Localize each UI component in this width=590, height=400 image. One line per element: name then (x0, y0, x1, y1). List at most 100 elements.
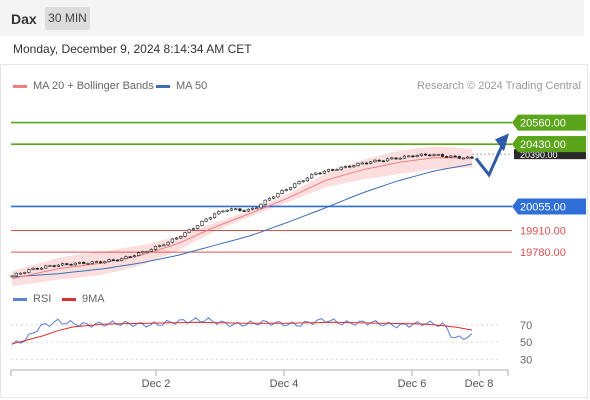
candle (18, 272, 23, 275)
x-tick-label: Dec 6 (398, 378, 427, 390)
candle (250, 207, 255, 210)
candle (166, 241, 170, 246)
x-tick-label: Dec 4 (270, 378, 299, 390)
candle (31, 267, 35, 270)
candle (445, 156, 449, 158)
candle (23, 272, 27, 274)
legend-ma50-label: MA 50 (176, 80, 208, 92)
candle (263, 199, 267, 205)
candle (158, 245, 162, 247)
candle (436, 154, 440, 156)
candle (288, 187, 293, 190)
level-label: 19780.00 (520, 247, 566, 259)
rsi-tick-label: 50 (520, 337, 532, 349)
candle (301, 180, 305, 183)
level-tag (512, 114, 586, 131)
candle (449, 155, 453, 158)
candle (86, 263, 90, 265)
candle (390, 157, 394, 160)
candle (457, 156, 461, 159)
candle (56, 264, 61, 267)
candle (411, 155, 415, 158)
candle (44, 265, 48, 269)
candle (440, 154, 445, 157)
candle (162, 244, 166, 247)
credit-text: Research © 2024 Trading Central (416, 80, 581, 92)
candle (35, 267, 39, 270)
candle (339, 166, 343, 170)
candle (423, 153, 428, 156)
candle (369, 161, 373, 164)
rsi-ma-line (11, 321, 473, 345)
candle (221, 210, 225, 213)
candle (94, 261, 99, 264)
candle (373, 159, 377, 163)
candle (137, 252, 141, 256)
candle (82, 262, 86, 264)
chart-panel (0, 64, 588, 398)
candle (284, 189, 288, 191)
candle (124, 256, 128, 259)
candle (217, 211, 221, 215)
candle (187, 229, 191, 233)
candle (77, 262, 82, 264)
candle (470, 156, 474, 159)
candle (73, 262, 77, 266)
candle (48, 265, 52, 267)
candle (183, 232, 187, 237)
candle (234, 208, 238, 211)
candle (27, 269, 31, 273)
candle (200, 220, 204, 226)
candle (39, 267, 44, 270)
candle (153, 246, 158, 250)
candle (352, 165, 356, 168)
candle (115, 259, 120, 262)
candle (377, 159, 381, 162)
legend-rsi-ma: 9MA (62, 293, 105, 305)
candle (293, 183, 297, 188)
candle (335, 169, 339, 171)
rsi-tick-label: 30 (520, 354, 532, 366)
level-label: 20560.00 (520, 118, 566, 130)
candle (179, 236, 183, 239)
candle (364, 162, 369, 165)
candle (191, 228, 196, 231)
timestamp: Monday, December 9, 2024 8:14:34 AM CET (13, 42, 252, 56)
candle (111, 259, 115, 261)
current-price-label: 20390.00 (520, 150, 558, 160)
candle (385, 158, 390, 162)
header-bar: Dax 30 MIN (0, 0, 584, 36)
forecast-arrow (474, 142, 505, 178)
level-label: 19910.00 (520, 226, 566, 238)
ma20-line (11, 157, 473, 280)
level-label: 20055.00 (520, 201, 566, 213)
rsi-tick-label: 70 (520, 320, 532, 332)
candle (212, 213, 217, 218)
candle (132, 255, 136, 257)
legend-rsi-label: RSI (33, 293, 52, 305)
candle (90, 261, 94, 264)
candle (149, 249, 153, 252)
candle (225, 209, 229, 212)
candle (128, 256, 132, 258)
candle (432, 154, 436, 156)
candle (10, 275, 14, 278)
candle (398, 157, 402, 160)
level-label: 20430.00 (520, 139, 566, 151)
candle (305, 177, 310, 182)
candle (402, 155, 407, 159)
candle (267, 197, 272, 201)
candle (360, 162, 364, 165)
candle (453, 155, 457, 158)
candle (255, 207, 259, 210)
candle (204, 218, 208, 222)
candle (419, 153, 423, 156)
candle (107, 259, 111, 262)
legend-ma50: MA 50 (156, 80, 207, 92)
candle (103, 261, 107, 264)
candle (174, 237, 179, 240)
level-tag (512, 198, 586, 215)
x-tick-label: Dec 2 (142, 378, 171, 390)
timeframe-button[interactable]: 30 MIN (45, 7, 90, 30)
